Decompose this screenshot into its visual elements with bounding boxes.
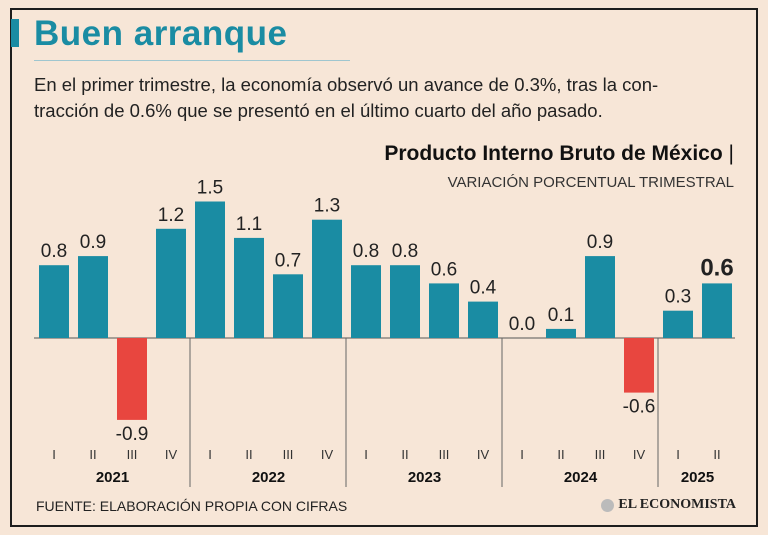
chart-title-text: Producto Interno Bruto de México	[384, 142, 723, 165]
bar	[39, 265, 69, 338]
page-title: Buen arranque	[34, 14, 288, 53]
data-label: 1.3	[314, 196, 340, 217]
data-label: 0.8	[41, 241, 67, 262]
title-accent-bar	[11, 19, 19, 47]
quarter-tick-label: II	[89, 447, 96, 462]
bar	[117, 338, 147, 420]
quarter-tick-label: I	[520, 447, 524, 462]
data-label: 0.3	[665, 287, 691, 308]
quarter-tick-label: III	[439, 447, 450, 462]
bar	[702, 283, 732, 338]
quarter-tick-label: IV	[165, 447, 178, 462]
quarter-tick-label: II	[245, 447, 252, 462]
data-label: 0.9	[587, 232, 613, 253]
data-label: 0.4	[470, 278, 497, 299]
subtitle-line-1: En el primer trimestre, la economía obse…	[34, 74, 659, 95]
data-label: -0.6	[623, 397, 656, 418]
data-label: -0.9	[116, 424, 149, 445]
quarter-tick-label: III	[283, 447, 294, 462]
data-label: 1.1	[236, 214, 262, 235]
quarter-tick-label: IV	[477, 447, 490, 462]
year-label: 2025	[681, 469, 714, 486]
year-label: 2023	[408, 469, 441, 486]
chart-title-separator: |	[728, 142, 734, 165]
data-label: 1.5	[197, 178, 223, 199]
title-underline	[34, 60, 350, 61]
data-label: 0.9	[80, 232, 106, 253]
logo-mark-icon	[601, 498, 615, 512]
quarter-tick-label: II	[557, 447, 564, 462]
bar	[468, 301, 498, 338]
bar	[156, 228, 186, 338]
quarter-tick-label: III	[595, 447, 606, 462]
logo-text: EL ECONOMISTA	[618, 497, 736, 512]
quarter-tick-label: I	[364, 447, 368, 462]
subtitle: En el primer trimestre, la economía obse…	[34, 72, 734, 124]
data-label: 0.8	[353, 241, 379, 262]
data-label: 0.6	[700, 254, 733, 281]
publisher-logo: EL ECONOMISTA	[601, 497, 736, 513]
quarter-tick-label: II	[401, 447, 408, 462]
year-label: 2021	[96, 469, 129, 486]
quarter-tick-label: III	[127, 447, 138, 462]
bar	[234, 237, 264, 338]
data-label: 0.1	[548, 305, 574, 326]
quarter-tick-label: IV	[321, 447, 334, 462]
data-label: 0.6	[431, 259, 457, 280]
subtitle-line-2: tracción de 0.6% que se presentó en el ú…	[34, 100, 603, 121]
quarter-tick-label: II	[713, 447, 720, 462]
bar	[351, 265, 381, 338]
chart-title: Producto Interno Bruto de México |	[384, 142, 734, 166]
data-label: 0.8	[392, 241, 418, 262]
quarter-tick-label: IV	[633, 447, 646, 462]
chart-subtitle: VARIACIÓN PORCENTUAL TRIMESTRAL	[447, 174, 734, 191]
quarter-tick-label: I	[208, 447, 212, 462]
quarter-tick-label: I	[52, 447, 56, 462]
bar	[663, 310, 693, 338]
quarter-tick-label: I	[676, 447, 680, 462]
bar	[624, 338, 654, 393]
bar	[390, 265, 420, 338]
data-label: 1.2	[158, 205, 184, 226]
bar	[273, 274, 303, 338]
infographic-frame	[10, 8, 758, 527]
bar	[195, 201, 225, 338]
bar	[312, 219, 342, 338]
data-label: 0.7	[275, 250, 301, 271]
year-label: 2022	[252, 469, 285, 486]
bar	[585, 256, 615, 338]
year-label: 2024	[564, 469, 598, 486]
bar	[429, 283, 459, 338]
bar	[78, 256, 108, 338]
bar	[546, 328, 576, 338]
data-label: 0.0	[509, 314, 535, 335]
source-note: FUENTE: ELABORACIÓN PROPIA CON CIFRAS	[36, 498, 348, 514]
